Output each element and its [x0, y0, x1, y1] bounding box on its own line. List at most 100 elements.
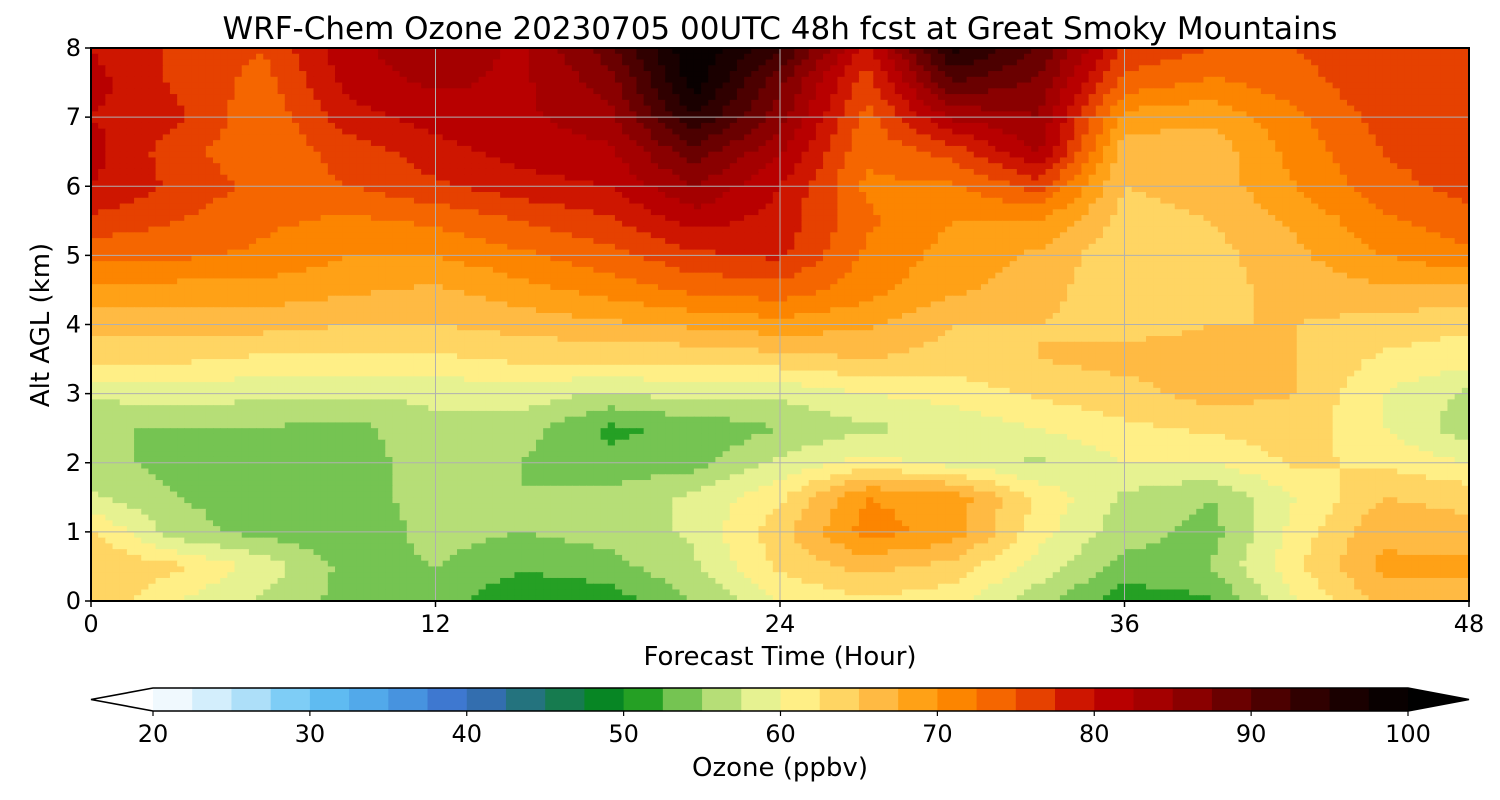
- heatmap-cell: [1031, 106, 1039, 112]
- heatmap-cell: [1304, 65, 1312, 71]
- heatmap-cell: [629, 77, 637, 83]
- heatmap-cell: [608, 60, 616, 66]
- heatmap-cell: [802, 117, 810, 123]
- heatmap-cell: [134, 60, 142, 66]
- heatmap-cell: [880, 140, 888, 146]
- heatmap-cell: [1369, 60, 1377, 66]
- heatmap-cell: [672, 65, 680, 71]
- heatmap-cell: [1275, 65, 1283, 71]
- heatmap-cell: [285, 65, 293, 71]
- heatmap-cell: [558, 106, 566, 112]
- heatmap-cell: [1247, 54, 1255, 60]
- heatmap-cell: [299, 65, 307, 71]
- heatmap-cell: [938, 77, 946, 83]
- heatmap-cell: [1189, 65, 1197, 71]
- heatmap-cell: [113, 134, 121, 140]
- heatmap-cell: [1153, 71, 1161, 77]
- heatmap-cell: [285, 54, 293, 60]
- heatmap-cell: [1002, 94, 1010, 100]
- heatmap-cell: [1426, 117, 1434, 123]
- heatmap-cell: [1369, 88, 1377, 94]
- heatmap-cell: [306, 60, 314, 66]
- heatmap-cell: [184, 71, 192, 77]
- heatmap-cell: [852, 83, 860, 89]
- heatmap-cell: [1290, 71, 1298, 77]
- heatmap-cell: [278, 88, 286, 94]
- heatmap-cell: [457, 106, 465, 112]
- heatmap-cell: [385, 77, 393, 83]
- heatmap-cell: [1038, 94, 1046, 100]
- heatmap-cell: [335, 123, 343, 129]
- heatmap-cell: [486, 65, 494, 71]
- heatmap-cell: [802, 83, 810, 89]
- heatmap-cell: [1089, 129, 1097, 135]
- heatmap-cell: [1017, 123, 1025, 129]
- heatmap-cell: [816, 83, 824, 89]
- heatmap-cell: [1361, 94, 1369, 100]
- heatmap-cell: [514, 117, 522, 123]
- heatmap-cell: [852, 65, 860, 71]
- heatmap-cell: [407, 65, 415, 71]
- heatmap-cell: [321, 88, 329, 94]
- heatmap-cell: [902, 117, 910, 123]
- heatmap-cell: [500, 94, 508, 100]
- heatmap-cell: [1440, 65, 1448, 71]
- heatmap-cell: [328, 140, 336, 146]
- heatmap-cell: [1153, 65, 1161, 71]
- heatmap-cell: [837, 106, 845, 112]
- heatmap-cell: [1196, 65, 1204, 71]
- heatmap-cell: [880, 134, 888, 140]
- heatmap-cell: [400, 83, 408, 89]
- heatmap-cell: [550, 123, 558, 129]
- heatmap-cell: [1354, 83, 1362, 89]
- heatmap-cell: [794, 54, 802, 60]
- heatmap-cell: [1146, 123, 1154, 129]
- heatmap-cell: [565, 65, 573, 71]
- heatmap-cell: [1369, 83, 1377, 89]
- heatmap-cell: [349, 140, 357, 146]
- heatmap-cell: [952, 65, 960, 71]
- heatmap-cell: [1031, 60, 1039, 66]
- heatmap-cell: [694, 60, 702, 66]
- heatmap-cell: [1369, 117, 1377, 123]
- heatmap-cell: [880, 54, 888, 60]
- heatmap-cell: [1110, 100, 1118, 106]
- heatmap-cell: [1189, 129, 1197, 135]
- heatmap-cell: [1103, 129, 1111, 135]
- heatmap-cell: [428, 54, 436, 60]
- heatmap-cell: [120, 100, 128, 106]
- heatmap-cell: [1426, 123, 1434, 129]
- heatmap-cell: [113, 117, 121, 123]
- heatmap-cell: [464, 129, 472, 135]
- heatmap-cell: [1053, 83, 1061, 89]
- heatmap-cell: [177, 129, 185, 135]
- heatmap-cell: [414, 129, 422, 135]
- heatmap-cell: [924, 100, 932, 106]
- heatmap-cell: [909, 117, 917, 123]
- heatmap-cell: [428, 129, 436, 135]
- heatmap-cell: [1232, 71, 1240, 77]
- heatmap-cell: [995, 123, 1003, 129]
- heatmap-cell: [1211, 123, 1219, 129]
- heatmap-cell: [902, 71, 910, 77]
- heatmap-cell: [400, 129, 408, 135]
- heatmap-cell: [1038, 117, 1046, 123]
- heatmap-cell: [895, 106, 903, 112]
- heatmap-cell: [285, 134, 293, 140]
- heatmap-cell: [766, 100, 774, 106]
- heatmap-cell: [959, 106, 967, 112]
- heatmap-cell: [105, 83, 113, 89]
- heatmap-cell: [787, 100, 795, 106]
- heatmap-cell: [285, 83, 293, 89]
- heatmap-cell: [931, 54, 939, 60]
- heatmap-cell: [199, 94, 207, 100]
- heatmap-cell: [1175, 88, 1183, 94]
- heatmap-cell: [1132, 123, 1140, 129]
- heatmap-cell: [1361, 129, 1369, 135]
- heatmap-cell: [1053, 77, 1061, 83]
- heatmap-cell: [156, 129, 164, 135]
- heatmap-cell: [1153, 83, 1161, 89]
- heatmap-cell: [1447, 106, 1455, 112]
- heatmap-cell: [794, 123, 802, 129]
- heatmap-cell: [565, 106, 573, 112]
